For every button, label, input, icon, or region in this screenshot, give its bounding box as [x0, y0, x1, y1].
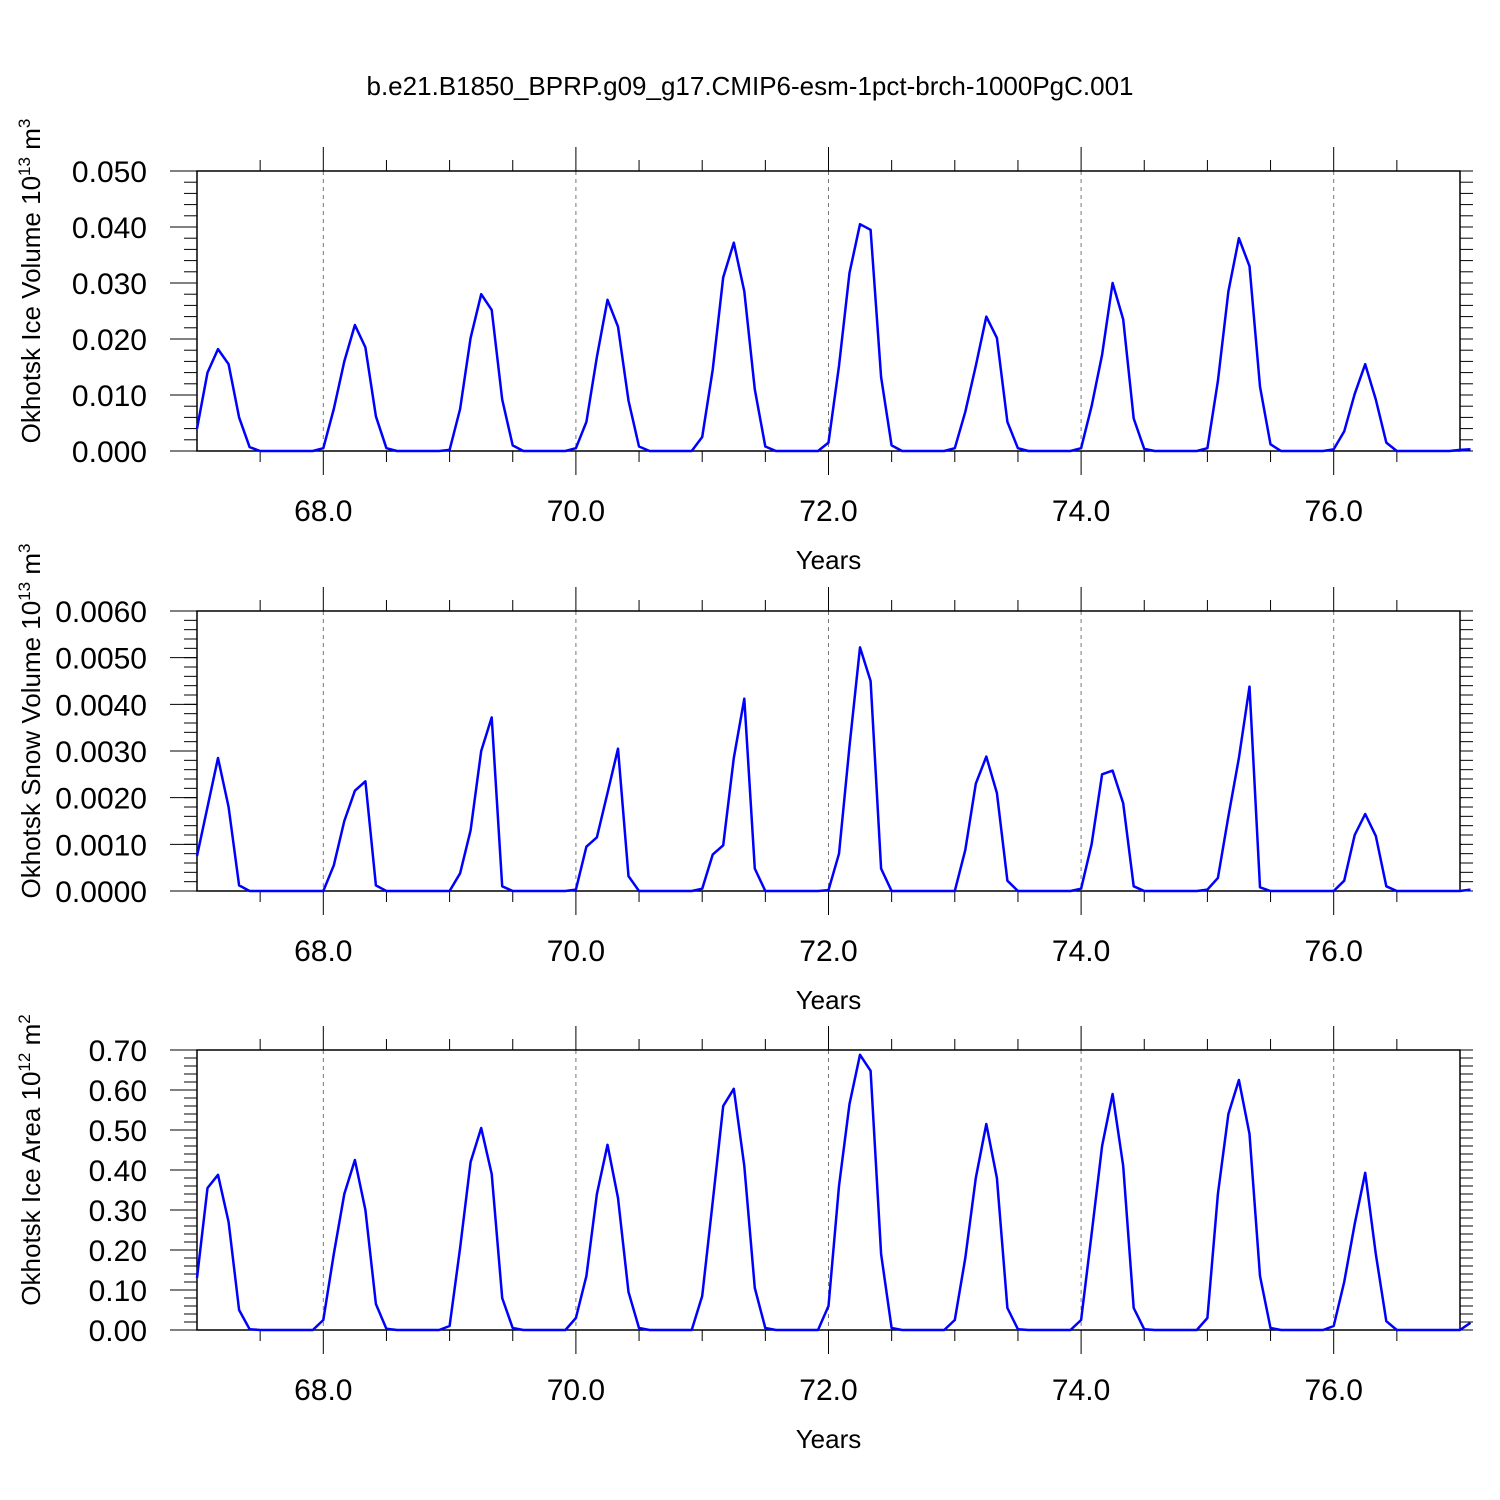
y-tick-label: 0.020 — [72, 324, 147, 357]
x-tick-label: 74.0 — [1052, 495, 1110, 528]
y-tick-label: 0.0020 — [55, 783, 147, 816]
x-tick-label: 74.0 — [1052, 935, 1110, 968]
y-tick-label: 0.00 — [89, 1315, 147, 1348]
y-tick-label: 0.70 — [89, 1035, 147, 1068]
y-tick-label: 0.000 — [72, 436, 147, 469]
y-tick-label: 0.030 — [72, 268, 147, 301]
x-tick-label: 68.0 — [294, 1374, 352, 1407]
y-tick-label: 0.0040 — [55, 689, 147, 722]
x-tick-label: 70.0 — [547, 495, 605, 528]
x-tick-label: 76.0 — [1305, 495, 1363, 528]
y-axis-label: Okhotsk Ice Volume 1013 m3 — [15, 119, 46, 444]
y-axis-label: Okhotsk Ice Area 1012 m2 — [15, 1014, 46, 1305]
x-tick-label: 72.0 — [799, 935, 857, 968]
x-tick-label: 72.0 — [799, 1374, 857, 1407]
y-tick-label: 0.60 — [89, 1075, 147, 1108]
y-tick-label: 0.0030 — [55, 736, 147, 769]
figure-title: b.e21.B1850_BPRP.g09_g17.CMIP6-esm-1pct-… — [367, 71, 1134, 101]
x-tick-label: 68.0 — [294, 495, 352, 528]
x-tick-label: 76.0 — [1305, 1374, 1363, 1407]
y-tick-label: 0.0060 — [55, 596, 147, 629]
x-tick-label: 68.0 — [294, 935, 352, 968]
panels: 68.0 70.0 72.0 74.0 76.0 0.000 0.010 0.020 0.030… — [15, 119, 1473, 1454]
x-tick-label: 74.0 — [1052, 1374, 1110, 1407]
y-tick-label: 0.0000 — [55, 876, 147, 909]
y-tick-label: 0.30 — [89, 1195, 147, 1228]
chart-panel-1: 68.0 70.0 72.0 74.0 76.0 0.000 0.010 0.020 0.030… — [15, 119, 1473, 575]
y-tick-label: 0.20 — [89, 1235, 147, 1268]
y-tick-label: 0.50 — [89, 1115, 147, 1148]
y-tick-label: 0.040 — [72, 212, 147, 245]
data-line — [195, 1053, 1472, 1332]
y-tick-label: 0.010 — [72, 380, 147, 413]
data-line — [195, 222, 1471, 453]
data-line — [195, 646, 1471, 893]
plot-frame — [196, 1049, 1461, 1331]
y-tick-label: 0.0010 — [55, 829, 147, 862]
x-tick-label: 70.0 — [547, 1374, 605, 1407]
y-tick-label: 0.0050 — [55, 643, 147, 676]
chart-panel-2: 68.0 70.0 72.0 74.0 76.0 0.0000 0.0010 0.0020 0.… — [15, 544, 1473, 1015]
plot-frame — [196, 170, 1461, 452]
x-axis-label: Years — [796, 545, 862, 575]
x-tick-label: 76.0 — [1305, 935, 1363, 968]
y-tick-label: 0.050 — [72, 156, 147, 189]
chart-panel-3: 68.0 70.0 72.0 74.0 76.0 0.00 0.10 0.20 0.30 0.40… — [15, 1014, 1473, 1454]
x-tick-label: 70.0 — [547, 935, 605, 968]
x-axis-label: Years — [796, 985, 862, 1015]
y-axis-label: Okhotsk Snow Volume 1013 m3 — [15, 544, 46, 899]
y-tick-label: 0.10 — [89, 1275, 147, 1308]
x-tick-label: 72.0 — [799, 495, 857, 528]
y-tick-label: 0.40 — [89, 1155, 147, 1188]
x-axis-label: Years — [796, 1424, 862, 1454]
